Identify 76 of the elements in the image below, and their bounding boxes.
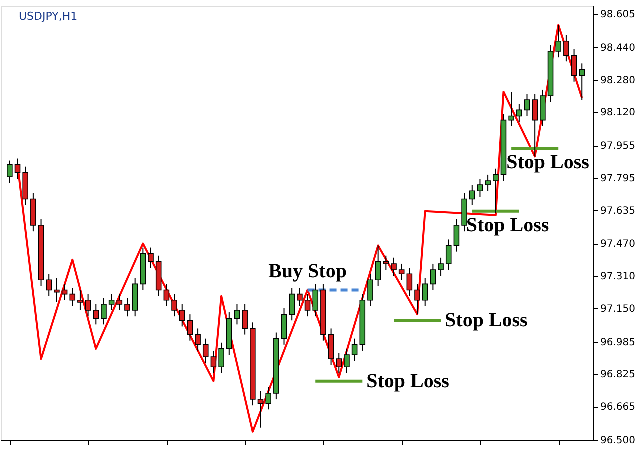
candlestick	[164, 284, 170, 307]
candlestick	[234, 304, 240, 326]
candlestick	[202, 338, 209, 364]
candlestick	[571, 49, 578, 82]
candlestick	[422, 278, 428, 307]
candlestick	[564, 34, 570, 62]
candlestick	[446, 239, 452, 271]
candlestick	[266, 386, 272, 410]
candlestick	[124, 298, 130, 318]
y-tick-label: 98.120	[600, 108, 635, 119]
candlestick	[297, 288, 303, 307]
candlestick	[352, 338, 358, 362]
candlestick	[469, 184, 476, 206]
candlestick	[108, 294, 115, 312]
candlestick	[477, 178, 484, 198]
candlestick	[398, 263, 405, 281]
annotation: Stop Loss	[366, 370, 450, 392]
candlestick	[7, 160, 13, 184]
candlestick	[368, 274, 374, 307]
candlestick	[179, 304, 186, 328]
candlestick	[85, 294, 92, 318]
candlestick	[391, 257, 397, 277]
annotation: Stop Loss	[466, 214, 550, 236]
candlestick	[93, 304, 100, 326]
candlestick	[430, 263, 436, 291]
y-tick-label: 97.310	[600, 272, 635, 283]
candlestick	[46, 274, 52, 297]
y-tick-label: 97.470	[600, 239, 635, 250]
candlestick	[524, 94, 530, 117]
candlestick	[62, 284, 68, 301]
candlestick	[493, 168, 499, 214]
candlestick	[14, 158, 21, 180]
chart-title: USDJPY,H1	[19, 10, 78, 23]
candlestick	[54, 278, 60, 303]
annotation: Stop Loss	[506, 152, 590, 174]
candlestick	[375, 245, 382, 287]
y-tick-label: 97.150	[600, 304, 635, 315]
y-tick-label: 97.795	[600, 173, 635, 184]
y-tick-label: 96.500	[600, 436, 635, 446]
candlestick	[406, 268, 413, 297]
candlestick	[383, 255, 390, 271]
y-tick-label: 96.825	[600, 370, 635, 381]
candlestick	[312, 284, 319, 318]
candlestick	[101, 298, 107, 326]
candlestick	[344, 348, 350, 374]
candlestick	[516, 104, 522, 123]
y-tick-label: 97.635	[600, 206, 635, 217]
candlestick	[172, 294, 178, 318]
candlestick	[116, 294, 123, 312]
candlestick	[78, 290, 84, 312]
annotation: Stop Loss	[445, 310, 528, 332]
candlestick	[454, 218, 460, 252]
y-tick-label: 98.440	[600, 42, 635, 54]
candlestick	[148, 247, 154, 269]
candlestick	[258, 390, 264, 428]
candlestick	[556, 24, 562, 58]
y-tick-label: 96.985	[600, 337, 635, 348]
candlestick	[210, 350, 217, 374]
candlestick	[218, 342, 224, 374]
candlestick	[195, 328, 201, 352]
annotation: Buy Stop	[268, 260, 347, 282]
y-tick-label: 97.955	[600, 141, 635, 152]
candlestick	[187, 314, 194, 342]
candlestick	[438, 257, 444, 277]
candlestick	[336, 352, 342, 374]
candlestick	[579, 63, 586, 101]
candlestick	[485, 174, 491, 192]
y-tick-label: 96.665	[600, 402, 635, 414]
candlestick	[508, 91, 514, 127]
candlestick	[242, 304, 248, 336]
y-tick-label: 98.605	[600, 10, 635, 21]
y-tick-label: 98.280	[600, 75, 635, 86]
candlestick	[304, 294, 311, 318]
candlestick	[289, 288, 295, 322]
candlestick	[414, 284, 420, 316]
candlestick	[70, 288, 76, 307]
